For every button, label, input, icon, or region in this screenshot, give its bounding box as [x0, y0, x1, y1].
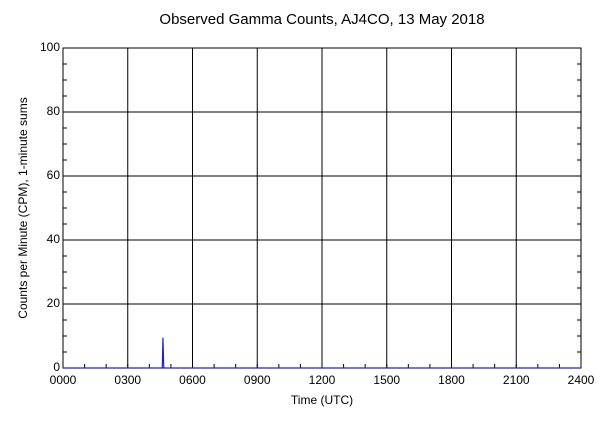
y-tick-label: 40 [47, 232, 61, 246]
y-tick-label: 100 [40, 40, 60, 54]
x-tick-label: 0900 [244, 373, 271, 387]
x-tick-label: 0600 [179, 373, 206, 387]
x-tick-label: 1500 [373, 373, 400, 387]
y-tick-label: 80 [47, 104, 61, 118]
data-line [63, 337, 581, 369]
x-tick-label: 0300 [114, 373, 141, 387]
x-axis-label: Time (UTC) [291, 393, 353, 407]
x-tick-label: 1800 [438, 373, 465, 387]
y-tick-label: 20 [47, 296, 61, 310]
y-tick-label: 60 [47, 168, 61, 182]
chart-title: Observed Gamma Counts, AJ4CO, 13 May 201… [159, 11, 484, 28]
x-tick-label: 0000 [50, 373, 77, 387]
y-axis-label: Counts per Minute (CPM), 1-minute sums [16, 97, 30, 318]
x-tick-label: 1200 [309, 373, 336, 387]
x-tick-label: 2400 [568, 373, 595, 387]
y-tick-label: 0 [53, 360, 60, 374]
x-tick-label: 2100 [503, 373, 530, 387]
